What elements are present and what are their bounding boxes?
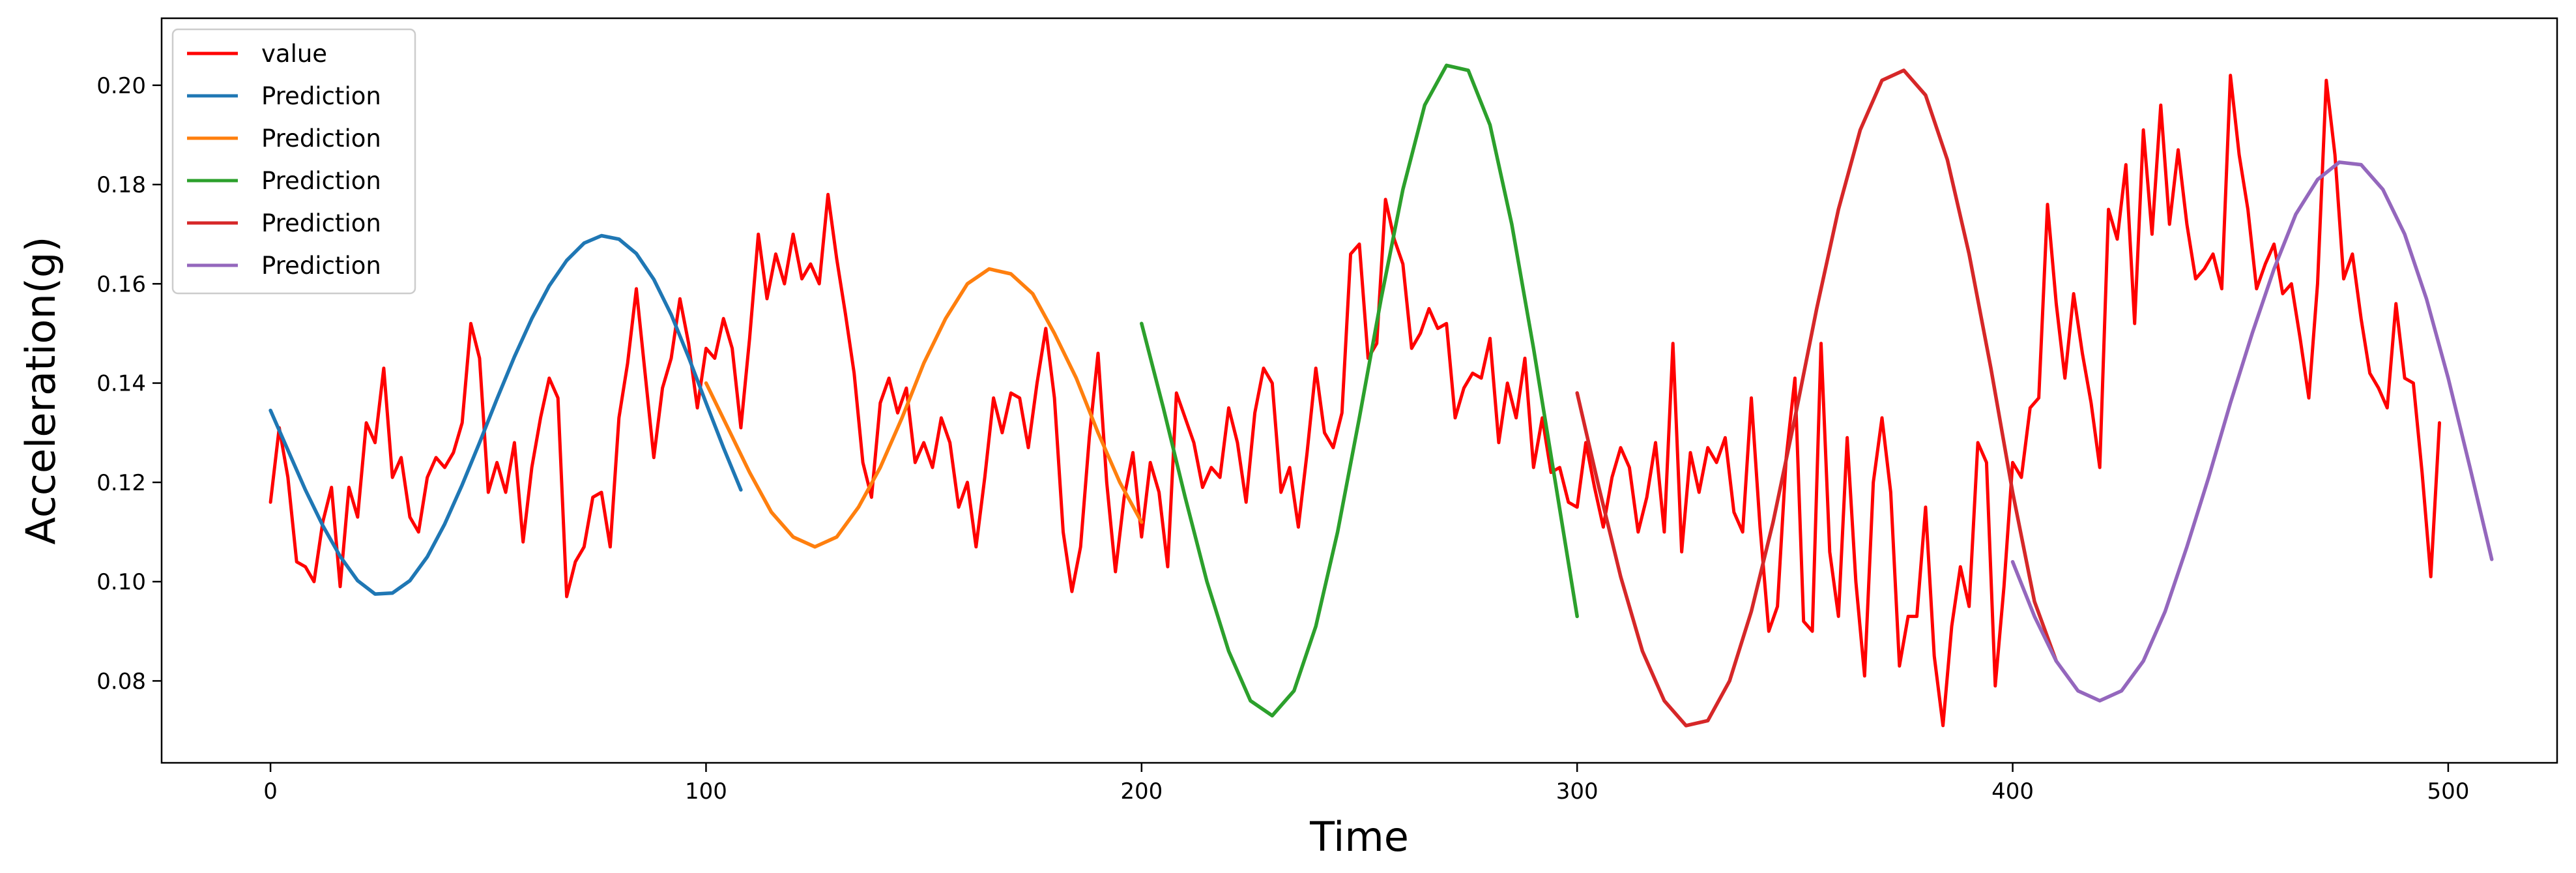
series-line-4 (1575, 68, 2059, 728)
x-tick-label: 300 (1556, 778, 1599, 805)
y-tick-label: 0.20 (96, 73, 146, 99)
y-tick-label: 0.18 (96, 172, 146, 198)
series-line-2 (704, 267, 1144, 549)
plot-frame (160, 17, 2558, 764)
series-layer (268, 63, 2494, 728)
legend-entry: Prediction (261, 252, 381, 280)
x-tick-label: 200 (1120, 778, 1163, 805)
series-line-3 (1140, 63, 1579, 718)
x-tick-label: 100 (685, 778, 727, 805)
legend-entry: Prediction (261, 82, 381, 110)
y-tick-label: 0.14 (96, 371, 146, 397)
x-tick-label: 0 (263, 778, 278, 805)
axes-layer: 0 100 200 300 400 500 0.08 0.10 0.12 0.14 0.16 0.18… (17, 17, 2558, 861)
y-tick-label: 0.08 (96, 668, 146, 694)
legend-entry: Prediction (261, 167, 381, 195)
y-tick-label: 0.12 (96, 470, 146, 496)
legend: value Prediction Prediction Prediction Predi… (171, 28, 416, 295)
legend-entry: Prediction (261, 125, 381, 153)
series-line-5 (2010, 160, 2494, 703)
legend-entry: value (261, 40, 327, 68)
series-line-1 (268, 233, 743, 596)
x-tick-label: 500 (2427, 778, 2469, 805)
series-line-0 (268, 74, 2441, 728)
y-tick-label: 0.10 (96, 569, 146, 595)
y-tick-label: 0.16 (96, 271, 146, 297)
x-tick-label: 400 (1991, 778, 2034, 805)
y-axis-title: Acceleration(g) (17, 237, 65, 545)
x-axis-title: Time (1309, 813, 1409, 861)
legend-entry: Prediction (261, 209, 381, 237)
